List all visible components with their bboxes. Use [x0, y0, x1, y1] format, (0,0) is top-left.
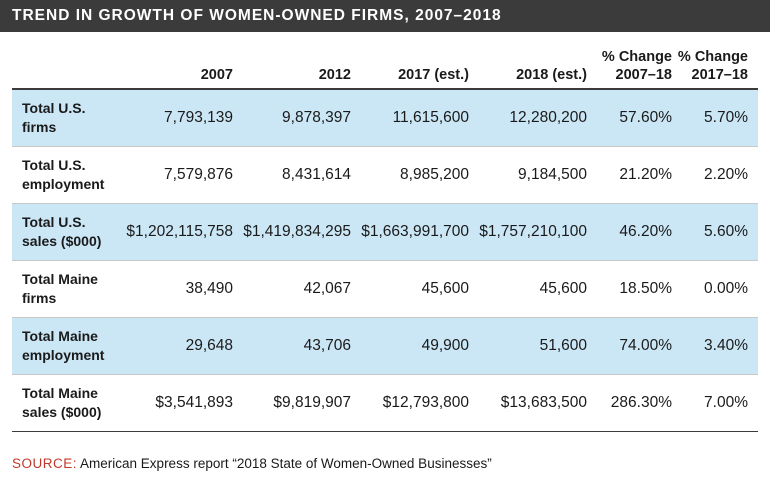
source-text: American Express report “2018 State of W…	[80, 456, 492, 471]
table-cell: 49,900	[421, 337, 469, 354]
table-cell: $1,757,210,100	[479, 223, 587, 240]
table-cell: 38,490	[185, 280, 233, 297]
column-header-line1: % Change	[677, 49, 748, 65]
table-cell: $12,793,800	[382, 394, 469, 411]
table-cell: $1,419,834,295	[243, 223, 351, 240]
column-header-line2: 2017–18	[691, 67, 748, 83]
table-cell: 7,579,876	[164, 166, 233, 183]
table-cell: $3,541,893	[155, 394, 233, 411]
column-header-line2: 2017 (est.)	[398, 67, 469, 83]
row-label: Total Maine employment	[22, 327, 132, 365]
row-label-line1: Total Maine	[22, 328, 98, 344]
column-header: 2007	[201, 66, 233, 84]
table-row: Total U.S. firms 7,793,139 9,878,397 11,615,…	[12, 90, 758, 147]
table-cell: 3.40%	[704, 337, 748, 354]
table-row: Total Maine firms 38,490 42,067 45,600 45,600…	[12, 261, 758, 318]
table-cell: 5.60%	[704, 223, 748, 240]
table-title: TREND IN GROWTH OF WOMEN-OWNED FIRMS, 20…	[0, 0, 770, 32]
table-row: Total U.S. employment 7,579,876 8,431,614 8,…	[12, 147, 758, 204]
column-header: 2018 (est.)	[516, 66, 587, 84]
column-header-line2: 2018 (est.)	[516, 67, 587, 83]
table-cell: 21.20%	[619, 166, 672, 183]
table-cell: 42,067	[303, 280, 351, 297]
column-header-line2: 2007	[200, 67, 233, 83]
table-cell: 7.00%	[704, 394, 748, 411]
row-label: Total U.S. sales ($000)	[22, 213, 132, 251]
table-cell: 0.00%	[704, 280, 748, 297]
table-cell: 9,184,500	[518, 166, 587, 183]
table-cell: $13,683,500	[500, 394, 587, 411]
table-cell: 286.30%	[610, 394, 672, 411]
table-cell: 5.70%	[704, 109, 748, 126]
table-cell: 29,648	[185, 337, 233, 354]
row-label-line1: Total U.S.	[22, 214, 86, 230]
table-cell: 46.20%	[619, 223, 672, 240]
table-cell: 74.00%	[619, 337, 672, 354]
row-label-line1: Total Maine	[22, 385, 98, 401]
row-label: Total U.S. firms	[22, 99, 132, 137]
row-label: Total Maine sales ($000)	[22, 384, 132, 422]
row-label-line2: employment	[22, 347, 105, 363]
table-cell: $9,819,907	[273, 394, 351, 411]
table-cell: 9,878,397	[282, 109, 351, 126]
row-label: Total Maine firms	[22, 270, 132, 308]
row-label-line2: sales ($000)	[22, 233, 102, 249]
row-label-line2: sales ($000)	[22, 404, 102, 420]
table-cell: 7,793,139	[164, 109, 233, 126]
table-cell: 11,615,600	[392, 109, 469, 126]
column-header-line2: 2007–18	[615, 67, 672, 83]
table-cell: 57.60%	[619, 109, 672, 126]
table-cell: 45,600	[539, 280, 587, 297]
row-label-line1: Total U.S.	[22, 100, 86, 116]
table-header-row: 2007 2012 2017 (est.) 2018 (est.) % Change 20…	[12, 40, 758, 90]
table-cell: 12,280,200	[509, 109, 587, 126]
table-row: Total Maine employment 29,648 43,706 49,900 5…	[12, 318, 758, 375]
row-label-line2: employment	[22, 176, 105, 192]
row-label: Total U.S. employment	[22, 156, 132, 194]
column-header: 2012	[319, 66, 351, 84]
row-label-line1: Total U.S.	[22, 157, 86, 173]
column-header: % Change 2017–18	[678, 48, 748, 84]
row-label-line2: firms	[22, 290, 57, 306]
table-cell: 8,985,200	[400, 166, 469, 183]
source-label: SOURCE:	[12, 456, 78, 471]
row-label-line1: Total Maine	[22, 271, 98, 287]
row-label-line2: firms	[22, 119, 57, 135]
column-header-line1: % Change	[601, 49, 672, 65]
column-header: 2017 (est.)	[398, 66, 469, 84]
table-row: Total Maine sales ($000) $3,541,893 $9,819,…	[12, 375, 758, 432]
table-row: Total U.S. sales ($000) $1,202,115,758 $1,4…	[12, 204, 758, 261]
table-cell: 51,600	[539, 337, 587, 354]
table-cell: 8,431,614	[282, 166, 351, 183]
table-cell: 45,600	[421, 280, 469, 297]
table-body: Total U.S. firms 7,793,139 9,878,397 11,615,…	[12, 90, 758, 432]
source-note: SOURCE: American Express report “2018 St…	[12, 456, 492, 471]
table-cell: $1,663,991,700	[361, 223, 469, 240]
table-cell: 18.50%	[619, 280, 672, 297]
table-cell: $1,202,115,758	[126, 223, 233, 240]
table-cell: 2.20%	[704, 166, 748, 183]
column-header: % Change 2007–18	[602, 48, 672, 84]
table-cell: 43,706	[303, 337, 351, 354]
data-table: 2007 2012 2017 (est.) 2018 (est.) % Change 20…	[12, 40, 758, 432]
column-header-line2: 2012	[318, 67, 351, 83]
